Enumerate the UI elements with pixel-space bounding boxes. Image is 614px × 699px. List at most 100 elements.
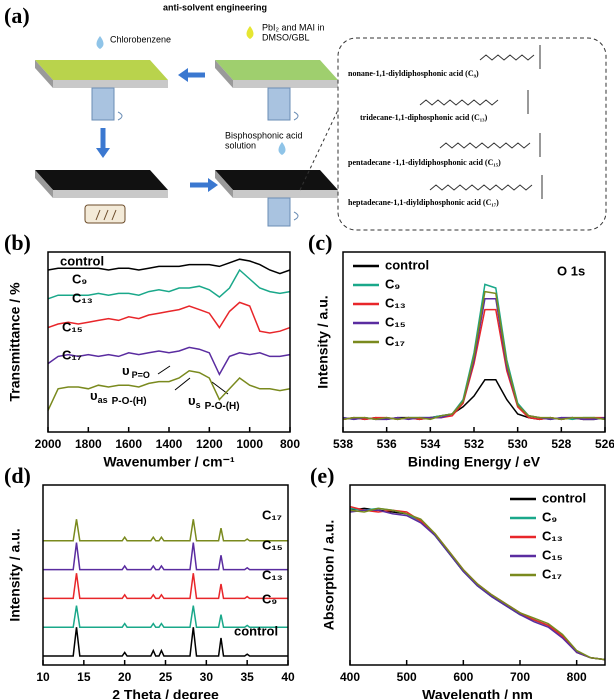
legend-label: C₁₃ [542,528,563,543]
panel-label: (d) [4,463,31,488]
x-tick-label: 35 [240,670,254,684]
panel-label: (e) [310,463,334,488]
substrate-edge [215,60,233,88]
x-tick-label: 600 [453,670,473,684]
x-tick-label: 10 [36,670,50,684]
arrow-head [178,68,188,82]
molecule-label: tridecane-1,1-diphosphonic acid (C₁₃) [360,113,488,122]
film [35,60,168,80]
plot-frame [342,251,606,433]
series-line [47,346,291,377]
x-tick-label: 500 [397,670,417,684]
spin-arrow [117,111,123,121]
y-axis-label: Intensity / a.u. [315,295,331,388]
plot-frame [47,251,291,433]
legend-label: C₁₇ [385,333,405,348]
x-tick-label: 1600 [115,437,142,451]
antisolvent-label: Chlorobenzene [110,34,171,44]
series-label: C₁₅ [62,319,83,334]
chart: (b) 2000 1800 1600 1400 1200 1000 800 Wavenumber… [4,230,300,470]
x-tick-label: 800 [567,670,587,684]
panel-label: (b) [4,230,31,255]
film [215,170,338,190]
chain [419,99,499,106]
series-line [342,290,606,421]
phosphonate [527,45,543,199]
x-axis-label: Wavenumber / cm⁻¹ [103,454,235,470]
x-tick-label: 1800 [75,437,102,451]
schematic-title: anti-solvent engineering [163,2,267,12]
x-tick-label: 532 [464,437,484,451]
panel-label: (a) [4,3,30,28]
callout [299,109,339,191]
heat-arrows [95,209,117,221]
series-label: C₁₃ [262,567,283,582]
x-tick-label: 530 [508,437,528,451]
symbol: υ [90,388,98,403]
substrate-edge [233,80,338,88]
annotation-arrow [157,365,229,395]
chain [479,54,535,61]
droplet [246,26,254,39]
molecule-label: heptadecane-1,1-diyldiphosphonic acid (C… [348,198,499,207]
molecule-box [337,37,607,231]
symbol: υ [188,393,196,408]
chart: (c) 538 536 534 532 530 528 526 Binding Energy /… [308,230,614,470]
legend-label: control [385,257,429,272]
molecule-label: pentadecane -1,1-diyldiphosphonic acid (… [348,158,501,167]
film [35,170,168,190]
substrate-edge [53,80,168,88]
x-tick-label: 2000 [35,437,62,451]
substrate-edge [233,190,338,198]
x-tick-label: 534 [420,437,440,451]
x-tick-label: 800 [280,437,300,451]
legend-label: control [542,490,586,505]
series-line [342,298,606,421]
annotation: υs P-O-(H) [188,393,240,411]
spin-arrow [293,111,299,121]
series-label: C₁₇ [262,507,282,522]
x-tick-label: 15 [77,670,91,684]
series-line [43,519,288,542]
legend-label: C₉ [542,509,557,524]
x-tick-label: 528 [551,437,571,451]
chart: (d) 10 15 20 25 30 35 40 2 Theta / degree Intensi… [4,463,295,699]
series-line [47,301,291,334]
droplet [96,36,104,49]
spindle [267,87,291,121]
arrow-head [208,178,218,192]
x-tick-label: 1200 [196,437,223,451]
x-tick-label: 1400 [156,437,183,451]
chain [429,184,533,191]
x-tick-label: 30 [200,670,214,684]
plot-frame [42,484,289,666]
series-label: C₉ [72,271,87,286]
series-line [43,573,288,600]
symbol: υ [122,363,130,378]
chain [439,142,531,149]
ir-annotations: υ P=O υas P-O-(H) υs P-O-(H) [90,363,240,411]
legend-label: C₁₅ [385,314,406,329]
series-label: control [234,623,278,638]
x-axis-label: 2 Theta / degree [112,687,219,699]
substrate-edge [53,190,168,198]
series-line [342,308,605,421]
annotation: υas P-O-(H) [90,388,147,406]
x-tick-label: 536 [377,437,397,451]
additive-label: Bisphosphonic acid [225,130,303,140]
subscript: as [98,395,108,405]
film [215,60,338,80]
group: P-O-(H) [205,401,240,412]
series-line [47,370,291,411]
panel-label: (c) [308,230,332,255]
precursor-label: DMSO/GBL [262,32,310,42]
substrate-edge [215,170,233,198]
series-label: C₁₅ [262,537,283,552]
spindle [267,197,291,227]
molecule-label: nonane-1,1-diyldiphosphonic acid (C₉) [348,69,479,78]
x-tick-label: 25 [159,670,173,684]
series-label: C₁₃ [72,290,93,305]
series-line [43,605,288,628]
